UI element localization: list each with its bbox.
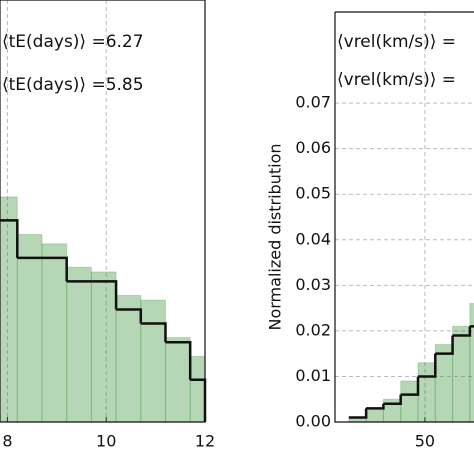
bar [90, 271, 117, 423]
step [435, 335, 454, 355]
y-tick-label: 0.00 [295, 412, 331, 431]
bar [434, 344, 454, 423]
y-tick-label: 0.05 [295, 184, 331, 203]
y-tick-label: 0.02 [295, 320, 331, 339]
legend-entry: ⟨tE(days)⟩ =6.27 [2, 32, 144, 52]
step [41, 256, 68, 282]
legend-entry: ⟨vrel(km/s)⟩ = [337, 32, 456, 52]
y-tick-label: 0.04 [295, 229, 331, 248]
axes-frame [0, 0, 206, 423]
x-tick-label: 50 [415, 432, 435, 451]
y-axis-label: Normalized distribution [266, 144, 285, 331]
bar [469, 303, 474, 423]
bar [0, 196, 18, 423]
step [165, 341, 192, 380]
bar [66, 266, 92, 423]
axes-frame [334, 11, 474, 423]
x-tick-label: 8 [2, 432, 12, 451]
y-tick-label: 0.07 [295, 93, 331, 112]
step [91, 280, 118, 310]
step [348, 408, 368, 419]
bar [417, 362, 436, 423]
bar [400, 380, 419, 423]
x-tick-label: 10 [96, 432, 116, 451]
step [140, 322, 167, 343]
step [452, 326, 472, 337]
step [116, 308, 143, 324]
bar [16, 233, 43, 423]
bar [189, 355, 206, 423]
y-tick-label: 0.01 [295, 366, 331, 385]
step [383, 394, 402, 406]
bar [365, 407, 384, 423]
step [366, 403, 385, 410]
legend-entry: ⟨vrel(km/s)⟩ = [337, 70, 456, 90]
legend-entry: ⟨tE(days)⟩ =5.85 [2, 75, 144, 95]
bar [452, 325, 471, 423]
step [0, 219, 19, 258]
bar [41, 243, 68, 423]
step [417, 353, 437, 378]
y-tick-label: 0.03 [295, 275, 331, 294]
bar [115, 294, 142, 423]
bar [140, 299, 166, 423]
bar [164, 337, 191, 423]
y-tick-label: 0.06 [295, 138, 331, 157]
x-tick-label: 12 [195, 432, 215, 451]
step [400, 376, 420, 396]
